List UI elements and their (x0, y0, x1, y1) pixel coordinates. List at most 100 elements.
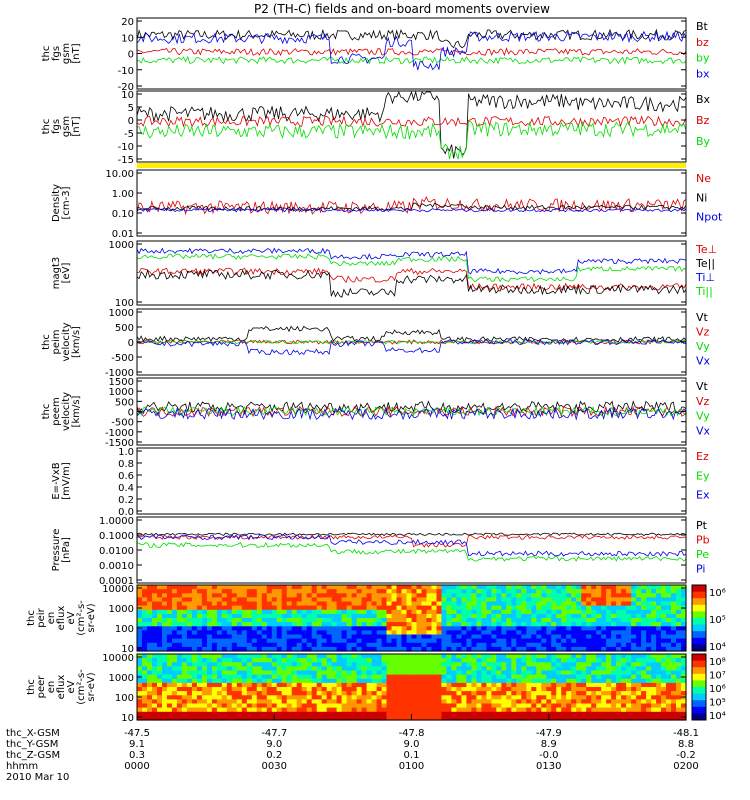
spectrogram-cell (536, 691, 542, 696)
legend-entry: Vx (696, 424, 711, 437)
spectrogram-cell (396, 703, 403, 709)
spectrogram-cell (611, 654, 617, 659)
spectrogram-cell (411, 654, 418, 659)
legend-entry: bx (696, 67, 710, 80)
spectrogram-cell (196, 613, 203, 619)
spectrogram-cell (441, 613, 447, 619)
spectrogram-cell (291, 691, 298, 696)
spectrogram-cell (446, 678, 452, 684)
spectrogram-cell (546, 642, 552, 648)
spectrogram-cell (341, 666, 348, 672)
spectrogram-cell (251, 589, 258, 594)
spectrogram-cell (152, 646, 158, 652)
spectrogram-cell (611, 711, 617, 717)
spectrogram-cell (311, 682, 318, 688)
spectrogram-cell (241, 654, 248, 659)
spectrogram-cell (466, 613, 472, 619)
spectrogram-cell (631, 638, 637, 644)
spectrogram-cell (411, 670, 418, 676)
spectrogram-cell (481, 715, 487, 721)
spectrogram-cell (656, 626, 662, 631)
spectrogram-cell (266, 618, 273, 623)
series-line-pe (137, 542, 687, 562)
spectrogram-cell (636, 642, 642, 648)
spectrogram-cell (601, 674, 607, 680)
spectrogram-cell (621, 658, 627, 663)
spectrogram-cell (531, 674, 537, 680)
spectrogram-cell (191, 703, 198, 709)
series-line-bx (136, 90, 687, 159)
spectrogram-cell (501, 695, 507, 700)
spectrogram-cell (321, 634, 328, 640)
spectrogram-cell (646, 699, 652, 705)
spectrogram-cell (401, 622, 408, 627)
legend-entry: Vz (696, 395, 710, 408)
spectrogram-cell (341, 703, 348, 709)
spectrogram-cell (446, 630, 452, 636)
spectrogram-cell (221, 707, 228, 713)
spectrogram-cell (626, 682, 632, 688)
spectrogram-cell (471, 707, 477, 713)
spectrogram-cell (616, 654, 622, 659)
spectrogram-cell (316, 654, 323, 659)
spectrogram-cell (236, 674, 243, 680)
spectrogram-cell (251, 682, 258, 688)
spectrogram-cell (171, 695, 178, 700)
spectrogram-cell (311, 707, 318, 713)
spectrogram-cell (431, 622, 438, 627)
spectrogram-cell (546, 691, 552, 696)
spectrogram-cell (596, 687, 602, 692)
spectrogram-cell (266, 666, 273, 672)
spectrogram-cell (681, 593, 687, 598)
spectrogram-cell (651, 678, 657, 684)
spectrogram-cell (491, 613, 497, 619)
spectrogram-cell (241, 678, 248, 684)
spectrogram-cell (631, 666, 637, 672)
spectrogram-cell (536, 585, 542, 590)
spectrogram-cell (491, 622, 497, 627)
spectrogram-cell (466, 618, 472, 623)
spectrogram-cell (216, 638, 223, 644)
spectrogram-cell (171, 711, 178, 717)
spectrogram-cell (506, 670, 512, 676)
spectrogram-cell (206, 682, 213, 688)
spectrogram-cell (506, 638, 512, 644)
spectrogram-cell (666, 585, 672, 590)
spectrogram-cell (206, 658, 213, 663)
spectrogram-cell (316, 609, 323, 615)
spectrogram-cell (566, 678, 572, 684)
spectrogram-cell (201, 670, 208, 676)
spectrogram-cell (526, 670, 532, 676)
spectrogram-cell (596, 666, 602, 672)
spectrogram-cell (421, 634, 428, 640)
spectrogram-cell (441, 618, 447, 623)
spectrogram-cell (286, 674, 293, 680)
spectrogram-cell (591, 658, 597, 663)
spectrogram-cell (536, 687, 542, 692)
spectrogram-cell (371, 695, 378, 700)
spectrogram-cell (186, 605, 193, 611)
spectrogram-cell (281, 703, 288, 709)
spectrogram-cell (491, 638, 497, 644)
spectrogram-cell (666, 634, 672, 640)
spectrogram-cell (371, 634, 378, 640)
spectrogram-cell (521, 715, 527, 721)
spectrogram-cell (142, 630, 148, 636)
spectrogram-cell (526, 593, 532, 598)
spectrogram-cell (326, 703, 333, 709)
colorbar-segment (692, 598, 706, 606)
spectrogram-cell (471, 638, 477, 644)
spectrogram-cell (496, 626, 502, 631)
spectrogram-cell (206, 670, 213, 676)
spectrogram-cell (211, 695, 218, 700)
spectrogram-cell (181, 642, 188, 648)
spectrogram-cell (386, 699, 393, 705)
spectrogram-cell (541, 662, 547, 667)
spectrogram-cell (326, 691, 333, 696)
spectrogram-cell (142, 674, 148, 680)
spectrogram-cell (226, 695, 233, 700)
spectrogram-cell (596, 618, 602, 623)
spectrogram-cell (411, 626, 418, 631)
spectrogram-cell (391, 618, 398, 623)
spectrogram-cell (601, 630, 607, 636)
